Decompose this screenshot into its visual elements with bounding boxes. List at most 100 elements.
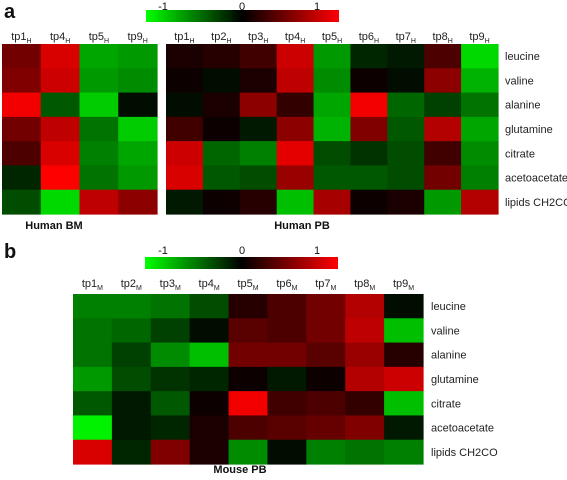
mouse-pb-cell-r4-c8 [384, 391, 424, 417]
colorbar-a-tick-high: 1 [314, 1, 320, 13]
mouse-pb-cell-r1-c8 [384, 318, 424, 344]
mouse-pb-cell-r0-c5 [267, 294, 307, 319]
mouse-pb-cell-r3-c2 [150, 366, 191, 392]
mouse-pb-row-label-3: glutamine [431, 374, 479, 386]
colorbar-b-gradient [145, 257, 338, 269]
human-pb-cell-r0-c7 [424, 44, 462, 69]
mouse-pb-cell-r3-c7 [345, 366, 385, 392]
human-pb-cell-r0-c2 [239, 44, 278, 69]
mouse-pb-cell-r5-c1 [111, 415, 152, 441]
human-pb-cell-r3-c8 [461, 116, 499, 142]
human-pb-cell-r4-c2 [239, 141, 278, 167]
mouse-pb-cell-r6-c2 [150, 439, 191, 465]
human-bm-cell-r6-c1 [40, 189, 81, 215]
human-pb-cell-r4-c4 [313, 141, 352, 167]
human-pb-cell-r4-c8 [461, 141, 499, 167]
mouse-pb-col-label-1: tp2M [121, 278, 142, 292]
human-pb-cell-r5-c0 [166, 165, 204, 191]
human-pb-col-label-3: tp4H [285, 31, 305, 45]
human-pb-row-label-2: alanine [505, 100, 540, 112]
human-pb-col-label-0: tp1H [174, 31, 194, 45]
human-pb-cell-r6-c1 [202, 189, 241, 215]
human-pb-cell-r1-c0 [166, 68, 204, 94]
human-bm-cell-r2-c1 [40, 92, 81, 118]
mouse-pb-cell-r3-c6 [306, 366, 346, 392]
human-pb-cell-r6-c6 [387, 189, 425, 215]
mouse-pb-cell-r4-c2 [150, 391, 191, 417]
mouse-pb-cell-r5-c3 [189, 415, 230, 441]
mouse-pb-row-label-6: lipids CH2CO [431, 447, 498, 459]
mouse-pb-cell-r2-c7 [345, 342, 385, 368]
heatmap-mouse-pb: tp1M tp2M tp3M tp4M tp5M tp6M tp7M tp8M tp9M leuc… [73, 278, 498, 465]
mouse-pb-cell-r2-c2 [150, 342, 191, 368]
human-pb-cell-r0-c1 [202, 44, 241, 69]
mouse-pb-cell-r5-c8 [384, 415, 424, 441]
human-pb-cell-r0-c3 [276, 44, 315, 69]
mouse-pb-col-label-3: tp4M [199, 278, 220, 292]
mouse-pb-cell-r3-c4 [228, 366, 269, 392]
human-pb-cell-r4-c1 [202, 141, 241, 167]
mouse-pb-row-label-1: valine [431, 325, 460, 337]
human-bm-cell-r5-c0 [2, 165, 42, 191]
human-bm-cell-r5-c1 [40, 165, 81, 191]
mouse-pb-cell-r6-c6 [306, 439, 346, 465]
mouse-pb-row-label-0: leucine [431, 301, 466, 313]
mouse-pb-cell-r4-c4 [228, 391, 269, 417]
mouse-pb-cell-r5-c7 [345, 415, 385, 441]
human-pb-cell-r3-c0 [166, 116, 204, 142]
mouse-pb-cell-r5-c4 [228, 415, 269, 441]
panel-letter-a: a [4, 1, 16, 23]
human-pb-cell-r1-c8 [461, 68, 499, 94]
colorbar-a-tick-mid: 0 [239, 1, 245, 13]
human-bm-col-label-3: tp9H [127, 31, 147, 45]
mouse-pb-cell-r0-c8 [384, 294, 424, 319]
colorbar-a-gradient [146, 10, 339, 22]
mouse-pb-cell-r0-c4 [228, 294, 269, 319]
mouse-pb-cell-r3-c3 [189, 366, 230, 392]
mouse-pb-cell-r2-c1 [111, 342, 152, 368]
human-bm-cell-r4-c0 [2, 141, 42, 167]
human-bm-cell-r4-c2 [79, 141, 119, 167]
human-bm-cell-r4-c3 [118, 141, 158, 167]
mouse-pb-cell-r6-c8 [384, 439, 424, 465]
human-pb-cell-r2-c0 [166, 92, 204, 118]
mouse-pb-cell-r1-c3 [189, 318, 230, 344]
human-pb-cell-r5-c5 [350, 165, 388, 191]
mouse-pb-cell-r1-c1 [111, 318, 152, 344]
human-pb-cell-r2-c4 [313, 92, 352, 118]
mouse-pb-cell-r0-c1 [111, 294, 152, 319]
human-bm-cell-r1-c1 [40, 68, 81, 94]
human-pb-cell-r0-c4 [313, 44, 352, 69]
human-pb-cell-r5-c4 [313, 165, 352, 191]
mouse-pb-row-label-4: citrate [431, 398, 461, 410]
human-bm-cell-r3-c2 [79, 116, 119, 142]
mouse-pb-cell-r0-c7 [345, 294, 385, 319]
human-bm-cell-r6-c3 [118, 189, 158, 215]
human-bm-cell-r6-c2 [79, 189, 119, 215]
human-pb-cell-r1-c1 [202, 68, 241, 94]
human-pb-row-label-5: acetoacetate [505, 173, 567, 185]
mouse-pb-cell-r0-c3 [189, 294, 230, 319]
human-bm-cell-r1-c0 [2, 68, 42, 94]
mouse-pb-cell-r6-c4 [228, 439, 269, 465]
human-pb-cell-r5-c6 [387, 165, 425, 191]
mouse-pb-cell-r2-c3 [189, 342, 230, 368]
human-pb-cell-r2-c8 [461, 92, 499, 118]
mouse-pb-cell-r1-c7 [345, 318, 385, 344]
mouse-pb-col-label-6: tp7M [315, 278, 336, 292]
human-bm-cell-r1-c2 [79, 68, 119, 94]
human-pb-cell-r5-c8 [461, 165, 499, 191]
human-pb-cell-r2-c1 [202, 92, 241, 118]
human-pb-cell-r6-c0 [166, 189, 204, 215]
colorbar-a-tick-low: -1 [158, 1, 168, 13]
human-pb-cell-r0-c5 [350, 44, 388, 69]
mouse-pb-cell-r4-c1 [111, 391, 152, 417]
mouse-pb-cell-r6-c3 [189, 439, 230, 465]
mouse-pb-col-label-8: tp9M [393, 278, 414, 292]
human-pb-cell-r0-c6 [387, 44, 425, 69]
human-pb-col-label-1: tp2H [211, 31, 231, 45]
mouse-pb-cell-r4-c3 [189, 391, 230, 417]
human-pb-cell-r1-c7 [424, 68, 462, 94]
human-bm-col-label-0: tp1H [11, 31, 31, 45]
human-pb-cell-r1-c2 [239, 68, 278, 94]
